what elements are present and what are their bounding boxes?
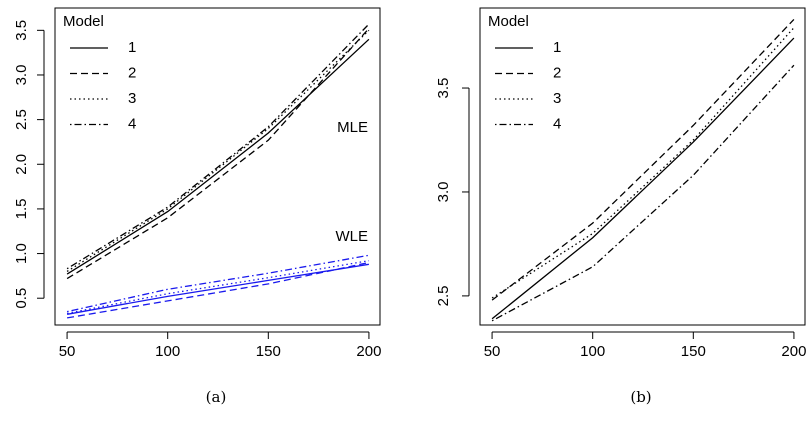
x-tick-label: 150 bbox=[681, 343, 706, 360]
y-tick-label: 3.5 bbox=[435, 78, 452, 99]
plot-box bbox=[479, 7, 806, 326]
series-line bbox=[66, 254, 370, 313]
x-tick-label: 50 bbox=[59, 343, 76, 360]
panel-caption: (b) bbox=[630, 388, 651, 406]
group-label: WLE bbox=[335, 228, 368, 245]
legend-title: Model bbox=[63, 13, 104, 30]
x-tick-label: 200 bbox=[356, 343, 381, 360]
x-tick-label: 150 bbox=[256, 343, 281, 360]
y-tick-label: 1.0 bbox=[13, 243, 30, 264]
series-line bbox=[66, 29, 370, 272]
x-tick-label: 100 bbox=[580, 343, 605, 360]
series-line bbox=[491, 18, 795, 301]
series-line bbox=[66, 28, 370, 280]
legend-label: 2 bbox=[553, 64, 561, 81]
y-tick-label: 2.0 bbox=[13, 154, 30, 175]
legend-label: 3 bbox=[553, 90, 561, 107]
group-label: MLE bbox=[337, 119, 368, 136]
plot-box bbox=[54, 7, 381, 326]
x-tick-label: 200 bbox=[781, 343, 806, 360]
legend-label: 1 bbox=[553, 39, 561, 56]
series-line bbox=[66, 261, 370, 319]
panel-caption: (a) bbox=[206, 388, 227, 406]
legend-label: 4 bbox=[553, 115, 561, 132]
y-tick-label: 1.5 bbox=[13, 198, 30, 219]
series-line bbox=[66, 23, 370, 270]
series-line bbox=[66, 38, 370, 275]
legend-label: 4 bbox=[128, 115, 136, 132]
y-tick-label: 3.0 bbox=[13, 65, 30, 86]
y-tick-label: 2.5 bbox=[13, 109, 30, 130]
legend-title: Model bbox=[488, 13, 529, 30]
y-tick-label: 3.0 bbox=[435, 182, 452, 203]
legend-label: 2 bbox=[128, 64, 136, 81]
series-line bbox=[66, 260, 370, 315]
x-tick-label: 50 bbox=[484, 343, 501, 360]
series-line bbox=[66, 263, 370, 315]
series-line bbox=[491, 37, 795, 320]
x-tick-label: 100 bbox=[155, 343, 180, 360]
y-tick-label: 0.5 bbox=[13, 288, 30, 309]
y-tick-label: 2.5 bbox=[435, 285, 452, 306]
legend-label: 3 bbox=[128, 90, 136, 107]
y-tick-label: 3.5 bbox=[13, 20, 30, 41]
legend-label: 1 bbox=[128, 39, 136, 56]
series-line bbox=[491, 64, 795, 322]
series-line bbox=[491, 27, 795, 299]
